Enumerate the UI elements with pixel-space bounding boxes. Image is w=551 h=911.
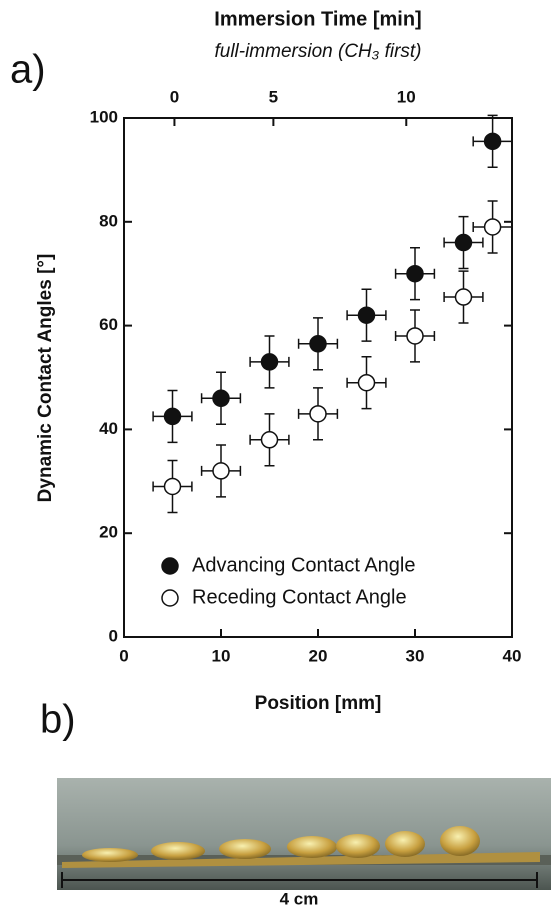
panel-label: b) [40,698,76,742]
x-tick-label: 40 [503,646,522,665]
chart-title: Immersion Time [min] [214,8,421,30]
chart-subtitle: full-immersion (CH₃ first) [214,41,421,62]
data-point [406,264,424,283]
data-point [309,405,327,423]
data-point [454,288,473,306]
data-point [163,407,182,426]
x-tick-label: 0 [119,646,128,665]
y-tick-label: 40 [99,419,118,438]
y-tick-label: 60 [99,315,118,334]
y-tick-label: 20 [99,523,118,542]
panel-label: a) [10,48,46,92]
data-point [212,462,230,480]
x-axis-label: Position [mm] [255,693,382,714]
y-axis-label: Dynamic Contact Angles [°] [35,254,56,503]
x2-tick-label: 10 [397,87,416,106]
data-point [163,477,182,496]
legend-label: Receding Contact Angle [192,586,407,608]
data-point [483,132,502,151]
x-tick-label: 30 [406,646,425,665]
y-tick-label: 100 [90,107,118,126]
data-point [260,353,279,371]
data-point [309,335,327,353]
x2-tick-label: 5 [269,87,278,106]
y-tick-label: 0 [109,626,118,645]
data-point [260,431,279,449]
scale-label: 4 cm [280,889,319,908]
legend-marker [161,589,179,607]
data-point [483,218,502,236]
data-point [212,389,230,408]
data-point [357,306,376,324]
legend-label: Advancing Contact Angle [192,554,416,576]
x2-tick-label: 0 [170,87,179,106]
photo [57,778,551,890]
legend-marker [161,557,179,575]
data-point [406,327,424,345]
x-tick-label: 20 [309,646,328,665]
data-point [454,233,473,252]
x-tick-label: 10 [212,646,231,665]
data-point [357,373,376,392]
y-tick-label: 80 [99,211,118,230]
